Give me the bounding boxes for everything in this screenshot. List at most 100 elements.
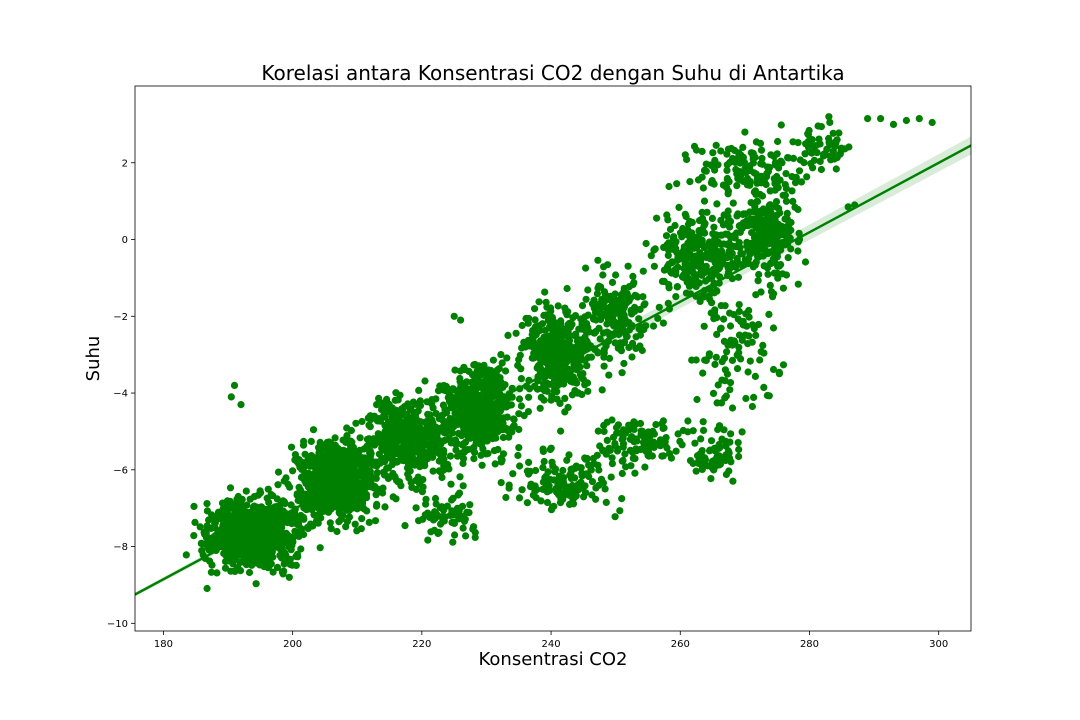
- data-point: [208, 561, 216, 569]
- data-point: [526, 467, 535, 476]
- data-point: [795, 167, 804, 175]
- data-point: [889, 120, 898, 128]
- data-point: [450, 312, 458, 320]
- data-point: [358, 515, 366, 523]
- data-point: [309, 454, 317, 462]
- data-point: [782, 170, 790, 178]
- data-point: [650, 246, 658, 254]
- data-point: [214, 536, 222, 544]
- data-point: [653, 214, 661, 222]
- data-point: [582, 264, 590, 272]
- data-point: [608, 295, 616, 303]
- data-point: [591, 329, 599, 337]
- data-point: [324, 468, 332, 476]
- data-point: [348, 438, 356, 446]
- data-point: [544, 345, 552, 353]
- data-point: [475, 362, 483, 370]
- data-point: [541, 485, 549, 493]
- data-point: [742, 169, 750, 177]
- data-point: [478, 461, 486, 469]
- data-point: [801, 150, 809, 158]
- data-point: [515, 494, 524, 502]
- data-point: [845, 143, 853, 151]
- data-point: [700, 197, 709, 205]
- data-point: [241, 536, 249, 544]
- data-point: [700, 322, 708, 330]
- data-point: [665, 239, 673, 247]
- data-point: [749, 159, 758, 167]
- data-point: [515, 410, 523, 418]
- data-point: [557, 317, 565, 325]
- data-point: [449, 494, 457, 502]
- data-point: [547, 444, 555, 452]
- data-point: [468, 415, 476, 423]
- data-point: [428, 396, 436, 404]
- data-point: [458, 502, 467, 510]
- data-point: [431, 494, 440, 503]
- data-point: [470, 455, 478, 463]
- data-point: [809, 164, 817, 172]
- data-point: [517, 365, 525, 373]
- data-point: [779, 361, 788, 369]
- data-point: [387, 436, 396, 444]
- data-point: [242, 545, 250, 554]
- data-point: [689, 459, 697, 468]
- data-point: [373, 401, 381, 409]
- data-point: [346, 455, 354, 463]
- data-point: [403, 464, 412, 472]
- data-point: [618, 469, 626, 478]
- data-point: [716, 325, 725, 333]
- data-point: [580, 493, 588, 501]
- data-point: [578, 390, 586, 399]
- data-point: [411, 418, 419, 426]
- data-point: [424, 453, 432, 461]
- data-point: [518, 321, 526, 330]
- data-point: [595, 466, 603, 474]
- data-point: [631, 455, 639, 463]
- data-point: [745, 313, 753, 321]
- data-point: [339, 469, 347, 477]
- data-point: [629, 280, 637, 289]
- data-point: [264, 485, 272, 493]
- data-point: [712, 141, 720, 149]
- data-point: [635, 315, 643, 323]
- data-point: [682, 229, 690, 237]
- data-point: [418, 432, 426, 440]
- data-point: [416, 476, 424, 484]
- data-point: [309, 522, 317, 530]
- data-point: [726, 223, 734, 231]
- data-point: [755, 320, 763, 329]
- data-point: [620, 339, 628, 347]
- data-point: [600, 346, 608, 354]
- data-point: [360, 445, 368, 453]
- data-point: [351, 520, 359, 528]
- data-point: [286, 483, 294, 491]
- data-point: [772, 198, 781, 206]
- data-point: [710, 309, 719, 317]
- data-point: [720, 315, 728, 323]
- data-point: [555, 485, 563, 493]
- data-point: [551, 468, 559, 476]
- data-point: [223, 518, 231, 526]
- data-point: [756, 356, 764, 364]
- data-point: [548, 360, 556, 368]
- data-point: [696, 297, 704, 305]
- data-point: [504, 331, 512, 339]
- data-point: [565, 451, 573, 459]
- data-point: [285, 573, 293, 581]
- data-point: [721, 394, 729, 402]
- data-point: [730, 311, 738, 319]
- data-point: [724, 230, 732, 238]
- data-point: [434, 512, 442, 520]
- data-point: [375, 394, 383, 402]
- data-point: [440, 449, 448, 458]
- data-point: [590, 296, 598, 304]
- data-point: [258, 556, 266, 564]
- data-point: [335, 518, 343, 526]
- data-point: [710, 223, 718, 231]
- data-point: [280, 477, 288, 485]
- data-point: [524, 336, 532, 345]
- data-point: [625, 343, 633, 352]
- data-point: [611, 339, 619, 347]
- chart-title: Korelasi antara Konsentrasi CO2 dengan S…: [261, 61, 844, 85]
